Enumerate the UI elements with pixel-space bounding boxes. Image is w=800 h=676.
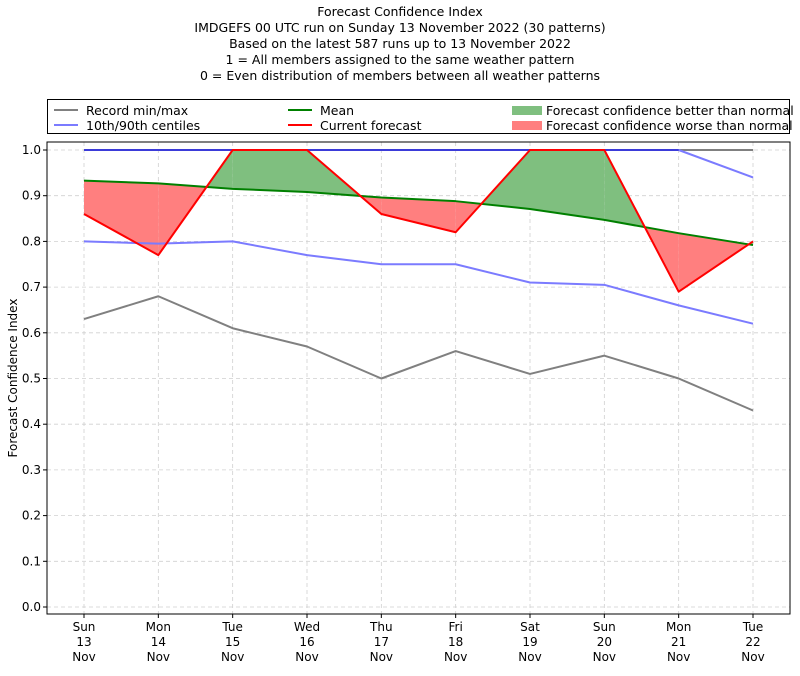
legend-item-mean: Mean (288, 102, 354, 118)
x-tick-label: Sat (520, 620, 540, 634)
y-tick-label: 0.6 (22, 326, 41, 340)
legend-swatch-centiles (54, 124, 78, 126)
x-tick-label: Tue (742, 620, 764, 634)
mean-line (83, 179, 754, 247)
y-tick-label: 0.0 (22, 600, 41, 614)
x-tick-label: Nov (667, 650, 690, 664)
y-tick-label: 0.7 (22, 280, 41, 294)
chart-subtitle-run: IMDGEFS 00 UTC run on Sunday 13 November… (194, 20, 606, 35)
x-tick-label: Sun (593, 620, 616, 634)
x-tick-label: 19 (522, 635, 537, 649)
x-tick-label: 22 (745, 635, 760, 649)
x-tick-label: Nov (444, 650, 467, 664)
x-tick-label: Tue (221, 620, 243, 634)
x-tick-label: Nov (221, 650, 244, 664)
x-tick-label: 14 (151, 635, 166, 649)
x-tick-label: Mon (146, 620, 171, 634)
legend-label-record: Record min/max (86, 102, 189, 118)
y-tick-label: 0.9 (22, 189, 41, 203)
x-tick-label: Nov (147, 650, 170, 664)
x-tick-label: 21 (671, 635, 686, 649)
x-tick-label: Thu (369, 620, 393, 634)
worse-than-normal-area (678, 233, 749, 292)
better-than-normal-area (232, 150, 307, 193)
x-tick-label: Nov (72, 650, 95, 664)
y-tick-label: 0.8 (22, 234, 41, 248)
x-tick-label: 20 (597, 635, 612, 649)
y-tick-label: 0.4 (22, 417, 41, 431)
x-tick-label: Nov (518, 650, 541, 664)
x-tick-label: 18 (448, 635, 463, 649)
legend-swatch-record (54, 109, 78, 111)
legend-label-worse: Forecast confidence worse than normal (546, 117, 793, 133)
chart-title: Forecast Confidence Index (317, 4, 483, 19)
x-tick-label: Sun (73, 620, 96, 634)
chart-subtitle-scale-max: 1 = All members assigned to the same wea… (225, 52, 575, 67)
legend-item-centiles: 10th/90th centiles (54, 117, 200, 133)
x-tick-label: Nov (741, 650, 764, 664)
legend-swatch-worse (512, 120, 542, 130)
y-tick-label: 0.5 (22, 372, 41, 386)
legend-item-record: Record min/max (54, 102, 188, 118)
x-tick-label: 16 (299, 635, 314, 649)
better-than-normal-area (530, 150, 605, 220)
legend-swatch-mean (288, 109, 312, 111)
y-tick-label: 1.0 (22, 143, 41, 157)
legend-swatch-current (288, 124, 312, 126)
legend-swatch-better (512, 105, 542, 115)
legend-item-current: Current forecast (288, 117, 421, 133)
legend-item-better: Forecast confidence better than normal (512, 102, 794, 118)
x-tick-label: Wed (294, 620, 320, 634)
worse-than-normal-area (381, 197, 456, 233)
x-tick-label: Nov (295, 650, 318, 664)
p10-centile-line (83, 240, 754, 325)
y-tick-label: 0.1 (22, 554, 41, 568)
worse-than-normal-area (84, 180, 159, 256)
x-tick-label: 17 (374, 635, 389, 649)
x-tick-label: Nov (593, 650, 616, 664)
chart-titles: Forecast Confidence Index IMDGEFS 00 UTC… (0, 4, 800, 84)
legend-label-mean: Mean (320, 102, 355, 118)
legend-label-centiles: 10th/90th centiles (86, 117, 201, 133)
record-min-line (83, 295, 754, 412)
x-tick-label: Nov (370, 650, 393, 664)
x-tick-label: Mon (666, 620, 691, 634)
x-tick-label: 13 (76, 635, 91, 649)
y-tick-label: 0.2 (22, 509, 41, 523)
legend-label-better: Forecast confidence better than normal (546, 102, 794, 118)
current-forecast-line (83, 149, 754, 293)
x-tick-label: Fri (449, 620, 463, 634)
y-axis-label: Forecast Confidence Index (6, 298, 20, 458)
chart-subtitle-basis: Based on the latest 587 runs up to 13 No… (229, 36, 571, 51)
chart-subtitle-scale-min: 0 = Even distribution of members between… (199, 68, 601, 83)
chart-legend: Record min/max 10th/90th centiles Mean C… (47, 99, 794, 134)
legend-label-current: Current forecast (320, 117, 422, 133)
legend-item-worse: Forecast confidence worse than normal (512, 117, 793, 133)
x-tick-label: 15 (225, 635, 240, 649)
y-tick-label: 0.3 (22, 463, 41, 477)
